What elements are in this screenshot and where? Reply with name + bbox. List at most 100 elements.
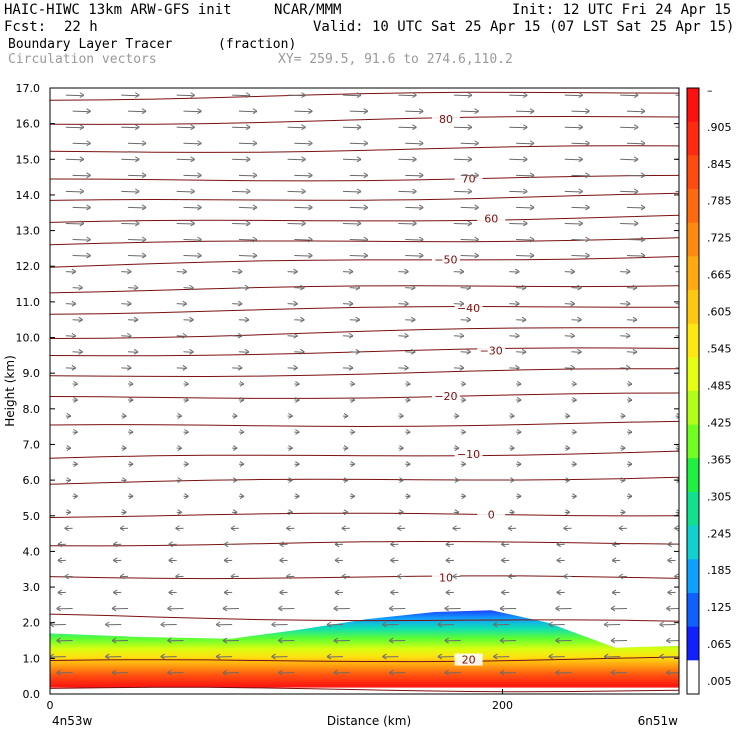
wind-vector: [287, 188, 306, 195]
wind-vector: [516, 108, 535, 115]
wind-vector: [620, 413, 626, 419]
wind-vector: [349, 429, 356, 435]
wind-vector: [396, 525, 406, 532]
wind-vector: [65, 413, 72, 419]
wind-vector: [238, 380, 245, 387]
wind-vector: [564, 188, 584, 195]
wind-vector: [238, 429, 245, 435]
wind-vector: [396, 573, 406, 580]
wind-vector: [183, 284, 194, 291]
wind-vector: [675, 445, 679, 451]
wind-vector: [278, 605, 295, 612]
colorbar-frame: [686, 87, 700, 695]
colorbar-label: .485: [707, 379, 732, 392]
wind-vector: [223, 557, 233, 564]
wind-vector: [232, 364, 243, 371]
wind-vector: [287, 156, 306, 163]
wind-vector: [564, 445, 571, 451]
wind-vector: [342, 509, 349, 516]
wind-vector: [160, 621, 177, 628]
wind-vector: [167, 637, 184, 644]
wind-vector: [626, 461, 633, 467]
wind-vector: [183, 348, 194, 355]
wind-vector: [238, 108, 258, 115]
y-tick-label: 7.0: [23, 438, 41, 451]
wind-vector: [509, 268, 520, 275]
wind-vector: [405, 236, 424, 243]
wind-vector: [342, 300, 354, 307]
colorbar-swatch: [687, 121, 699, 156]
wind-vector: [232, 332, 243, 339]
isotherm-label: 60: [484, 212, 498, 225]
wind-vector: [326, 621, 344, 628]
wind-vector: [128, 252, 147, 259]
wind-vector: [667, 589, 676, 596]
wind-vector: [620, 188, 639, 195]
wind-vector: [603, 653, 621, 660]
wind-vector: [287, 300, 298, 307]
fcst-value: 22 h: [64, 19, 98, 35]
wind-vector: [405, 204, 424, 211]
contour-line: [50, 285, 679, 294]
wind-vector: [626, 108, 646, 115]
wind-vector: [238, 236, 258, 243]
isotherm-line: [50, 656, 679, 663]
wind-vector: [445, 557, 454, 564]
wind-vector: [294, 140, 313, 147]
wind-vector: [509, 188, 528, 195]
wind-vector: [287, 445, 293, 451]
wind-vector: [128, 348, 139, 355]
wind-vector: [507, 573, 517, 580]
wind-vector: [349, 172, 369, 179]
wind-vector: [72, 380, 78, 387]
wind-vector: [618, 525, 627, 532]
wind-vector: [279, 557, 288, 564]
wind-vector: [176, 332, 187, 339]
wind-vector: [119, 525, 129, 532]
isotherm-line: [50, 214, 679, 223]
wind-vector: [516, 316, 527, 323]
wind-vector: [230, 573, 239, 580]
wind-vector: [453, 413, 460, 419]
wind-vector: [571, 172, 590, 179]
wind-vector: [286, 525, 295, 532]
wind-vector: [460, 461, 466, 467]
wind-vector: [121, 124, 140, 131]
wind-vector: [238, 461, 245, 467]
wind-vector: [121, 300, 132, 307]
wind-vector: [128, 204, 147, 211]
wind-vector: [72, 140, 91, 147]
wind-vector: [453, 445, 460, 451]
wind-vector: [493, 621, 510, 628]
wind-vector: [509, 92, 528, 99]
wind-vector: [279, 541, 288, 548]
y-tick-label: 13.0: [16, 225, 41, 238]
wind-vector: [390, 557, 399, 564]
wind-vector: [674, 573, 679, 580]
wind-vector: [618, 573, 627, 580]
colorbar-swatch: [687, 256, 699, 291]
wind-vector: [509, 413, 515, 419]
wind-vector: [460, 493, 466, 500]
wind-vector: [666, 637, 679, 644]
wind-vector: [626, 252, 646, 259]
wind-vector: [564, 364, 576, 371]
wind-vector: [349, 316, 361, 323]
wind-vector: [620, 156, 639, 163]
wind-vector: [294, 316, 305, 323]
isotherm-line: [50, 256, 679, 268]
wind-vector: [287, 364, 298, 371]
wind-vector: [294, 284, 305, 291]
xy-range: XY= 259.5, 91.6 to 274.6,110.2: [278, 52, 513, 67]
wind-vector: [349, 236, 369, 243]
isotherm-label: 0: [488, 509, 495, 522]
wind-vector: [238, 140, 258, 147]
wind-vector: [65, 220, 85, 227]
wind-vector: [398, 413, 404, 419]
wind-vector: [232, 268, 243, 275]
wind-vector: [64, 573, 73, 580]
wind-vector: [460, 252, 479, 259]
colorbar-label: .185: [707, 564, 732, 577]
wind-vector: [509, 477, 515, 484]
y-tick-label: 5.0: [23, 510, 41, 523]
